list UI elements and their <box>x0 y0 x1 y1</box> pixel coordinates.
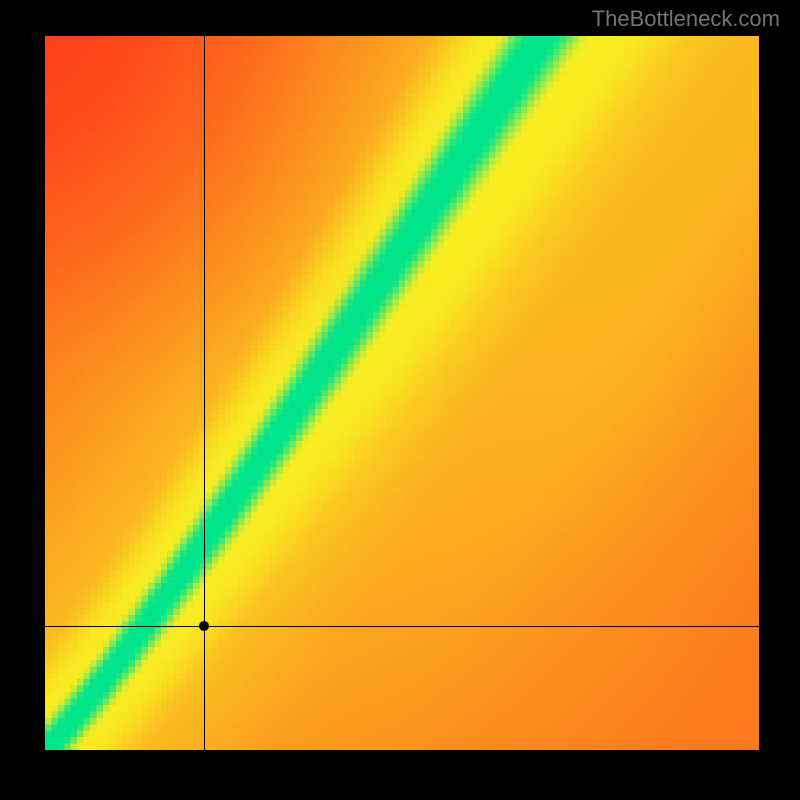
crosshair-horizontal <box>45 626 759 627</box>
heatmap-canvas <box>45 36 759 750</box>
plot-area <box>45 36 759 750</box>
watermark-text: TheBottleneck.com <box>592 6 780 32</box>
crosshair-vertical <box>204 36 205 750</box>
marker-dot <box>199 621 209 631</box>
chart-container: TheBottleneck.com <box>0 0 800 800</box>
